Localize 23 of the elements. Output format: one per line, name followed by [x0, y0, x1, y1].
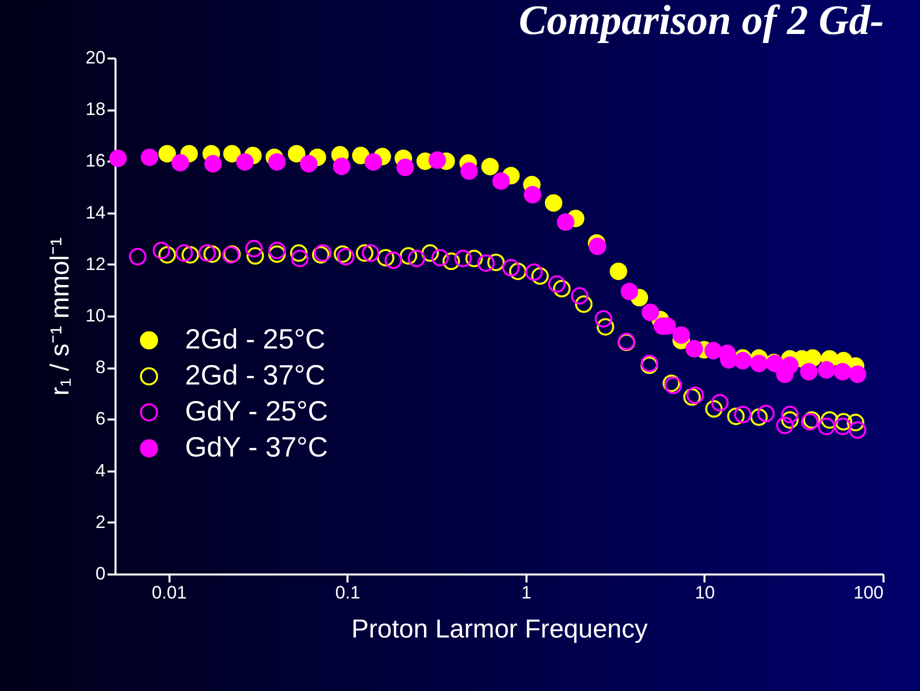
y-tick-label: 18	[85, 99, 106, 120]
y-tick-label: 10	[85, 306, 106, 326]
legend-label: GdY - 25°C	[185, 395, 328, 426]
y-axis-title: r₁ / s⁻¹ mmol⁻¹	[44, 237, 74, 396]
x-axis-title: Proton Larmor Frequency	[351, 614, 648, 644]
x-tick-label: 100	[853, 582, 884, 602]
legend-label: GdY - 37°C	[185, 431, 328, 462]
y-tick-label: 20	[85, 48, 106, 68]
x-tick-label: 0.01	[152, 582, 187, 602]
y-tick-label: 2	[95, 512, 106, 532]
legend-label: 2Gd - 37°C	[185, 359, 326, 390]
y-tick-label: 0	[95, 564, 106, 584]
y-tick-label: 16	[85, 150, 106, 171]
y-tick-label: 14	[85, 202, 106, 222]
y-tick-label: 8	[95, 357, 106, 378]
y-tick-label: 4	[95, 460, 106, 480]
chart-title: Comparison of 2 Gd-	[518, 0, 884, 44]
y-tick-label: 12	[85, 254, 106, 274]
legend-label: 2Gd - 25°C	[185, 323, 326, 354]
x-tick-label: 10	[694, 582, 715, 602]
y-tick-label: 6	[95, 408, 106, 429]
x-tick-label: 1	[521, 582, 532, 602]
x-tick-label: 0.1	[335, 582, 360, 602]
